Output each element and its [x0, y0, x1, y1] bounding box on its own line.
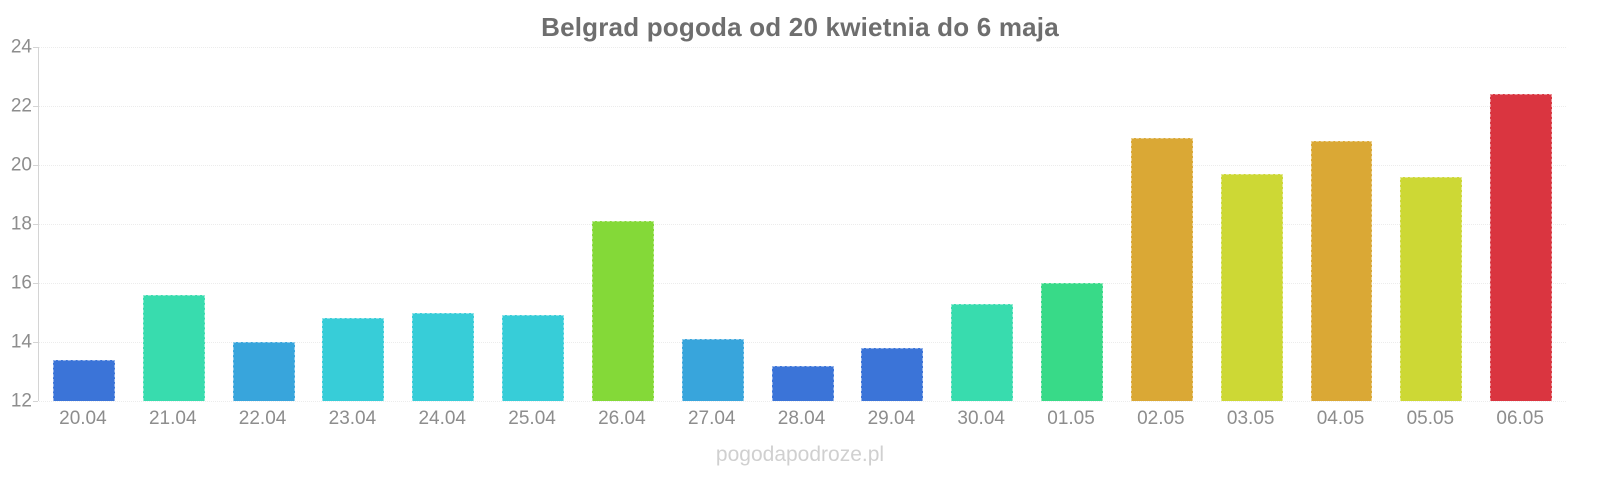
y-tick-mark-14 — [33, 342, 38, 343]
y-tick-mark-18 — [33, 224, 38, 225]
bars-container — [39, 47, 1566, 401]
x-tick-label-25.04: 25.04 — [508, 408, 556, 429]
bar-27.04[interactable] — [681, 339, 744, 401]
x-axis-labels: 20.04 21.04 22.04 23.04 24.04 25.04 26.04 27.04… — [38, 408, 1565, 430]
bar-cell-01.05 — [1027, 47, 1117, 401]
bar-01.05[interactable] — [1041, 283, 1103, 401]
gridline-20 — [39, 165, 1566, 166]
bar-28.04[interactable] — [771, 365, 834, 401]
y-tick-label-24: 24 — [10, 36, 32, 58]
x-tick-label-29.04: 29.04 — [867, 408, 916, 429]
bar-cell-06.05 — [1476, 47, 1566, 401]
y-tick-label-22: 22 — [10, 95, 32, 117]
y-tick-label-14: 14 — [10, 331, 32, 353]
y-tick-label-18: 18 — [10, 213, 32, 235]
bar-cell-04.05 — [1297, 47, 1387, 401]
x-tick-label-20.04: 20.04 — [59, 408, 107, 429]
plot-area — [38, 47, 1566, 402]
y-tick-label-16: 16 — [10, 272, 32, 294]
bar-04.05[interactable] — [1310, 141, 1373, 401]
bar-cell-03.05 — [1207, 47, 1297, 401]
bar-06.05[interactable] — [1490, 94, 1553, 401]
y-tick-label-20: 20 — [10, 154, 32, 176]
y-tick-mark-12 — [33, 401, 38, 402]
bar-cell-21.04 — [129, 47, 219, 401]
bar-cell-02.05 — [1117, 47, 1207, 401]
x-tick-label-22.04: 22.04 — [238, 408, 287, 429]
x-tick-label-28.04: 28.04 — [777, 408, 826, 429]
bar-25.04[interactable] — [502, 315, 565, 401]
y-tick-mark-24 — [33, 47, 38, 48]
bar-02.05[interactable] — [1130, 138, 1193, 401]
chart-title: Belgrad pogoda od 20 kwietnia do 6 maja — [541, 12, 1059, 42]
bar-22.04[interactable] — [232, 342, 295, 401]
x-tick-label-02.05: 02.05 — [1137, 408, 1185, 429]
bar-cell-20.04 — [39, 47, 129, 401]
bar-cell-26.04 — [578, 47, 668, 401]
bar-cell-27.04 — [668, 47, 758, 401]
bar-cell-30.04 — [937, 47, 1027, 401]
x-tick-label-03.05: 03.05 — [1226, 408, 1275, 429]
bar-cell-24.04 — [398, 47, 488, 401]
x-tick-label-21.04: 21.04 — [148, 408, 197, 429]
y-tick-mark-16 — [33, 283, 38, 284]
bar-cell-25.04 — [488, 47, 578, 401]
x-tick-label-05.05: 05.05 — [1406, 408, 1455, 429]
bar-cell-22.04 — [219, 47, 309, 401]
gridline-16 — [39, 283, 1566, 284]
watermark: pogodapodroze.pl — [715, 443, 885, 466]
bar-20.04[interactable] — [52, 359, 115, 401]
y-tick-mark-22 — [33, 106, 38, 107]
bar-21.04[interactable] — [142, 294, 205, 401]
gridline-18 — [39, 224, 1566, 225]
bar-29.04[interactable] — [861, 347, 924, 401]
bar-24.04[interactable] — [412, 312, 475, 401]
y-tick-label-12: 12 — [10, 390, 32, 412]
x-tick-label-04.05: 04.05 — [1316, 408, 1365, 429]
bar-cell-29.04 — [847, 47, 937, 401]
x-tick-label-30.04: 30.04 — [957, 408, 1005, 429]
bar-23.04[interactable] — [322, 318, 385, 401]
gridline-12 — [39, 401, 1566, 402]
x-tick-label-27.04: 27.04 — [687, 408, 736, 429]
x-tick-label-23.04: 23.04 — [328, 408, 377, 429]
gridline-22 — [39, 106, 1566, 107]
bar-cell-05.05 — [1386, 47, 1476, 401]
y-tick-mark-20 — [33, 165, 38, 166]
gridline-14 — [39, 342, 1566, 343]
bar-03.05[interactable] — [1220, 173, 1283, 401]
bar-30.04[interactable] — [951, 303, 1014, 401]
bar-cell-28.04 — [758, 47, 848, 401]
bar-05.05[interactable] — [1400, 176, 1463, 401]
x-tick-label-24.04: 24.04 — [418, 408, 466, 429]
bar-cell-23.04 — [308, 47, 398, 401]
x-tick-label-01.05: 01.05 — [1047, 408, 1095, 429]
bar-26.04[interactable] — [591, 221, 654, 401]
x-tick-label-26.04: 26.04 — [598, 408, 646, 429]
x-tick-label-06.05: 06.05 — [1496, 408, 1544, 429]
gridline-24 — [39, 47, 1566, 48]
